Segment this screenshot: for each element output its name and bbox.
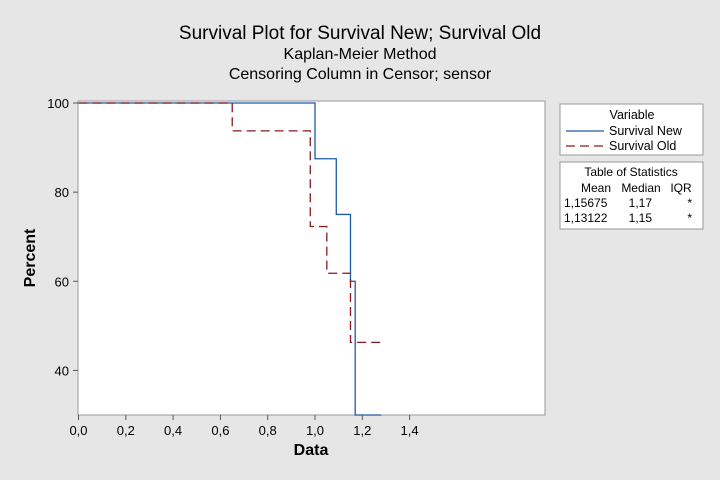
- legend-title: Variable: [610, 108, 655, 122]
- chart-subtitle-1: Kaplan-Meier Method: [284, 46, 437, 63]
- x-tick-label: 0,8: [259, 423, 277, 438]
- stats-header-mean: Mean: [581, 181, 611, 195]
- y-tick-label: 80: [55, 185, 69, 200]
- series-lines: [78, 102, 382, 416]
- y-tick-label: 60: [55, 274, 69, 289]
- legend: Variable Survival New Survival Old: [559, 103, 704, 156]
- x-tick-label: 0,0: [69, 423, 87, 438]
- series-line-survival-old: [78, 102, 382, 343]
- stats-row-2-median: 1,15: [629, 211, 653, 225]
- stats-header-iqr: IQR: [670, 181, 692, 195]
- x-tick-label: 0,4: [164, 423, 182, 438]
- y-axis-label: Percent: [22, 228, 39, 287]
- stats-row-2-iqr: *: [687, 211, 692, 225]
- stats-title: Table of Statistics: [584, 165, 677, 179]
- stats-table: Table of Statistics Mean Median IQR 1,15…: [559, 161, 704, 230]
- y-tick-label: 40: [55, 363, 69, 378]
- x-tick-label: 1,0: [306, 423, 324, 438]
- plot-area: [77, 100, 546, 416]
- x-axis-label: Data: [294, 442, 329, 459]
- x-tick-label: 0,2: [117, 423, 135, 438]
- legend-label-survival-new: Survival New: [609, 124, 683, 138]
- series-line-survival-new: [78, 102, 382, 416]
- stats-header-median: Median: [621, 181, 660, 195]
- stats-row-1-iqr: *: [687, 196, 692, 210]
- axis-ticks: 0,0 0,2 0,4 0,6 0,8 1,0 1,2 1,4 40 60 80 100: [47, 96, 418, 438]
- chart-title: Survival Plot for Survival New; Survival…: [179, 23, 541, 44]
- x-tick-label: 1,4: [401, 423, 419, 438]
- y-tick-label: 100: [47, 96, 69, 111]
- x-tick-label: 1,2: [353, 423, 371, 438]
- x-tick-label: 0,6: [211, 423, 229, 438]
- legend-box: [559, 103, 704, 156]
- stats-row-1-median: 1,17: [629, 196, 653, 210]
- stats-row-2-mean: 1,13122: [564, 211, 608, 225]
- stats-box: [559, 161, 704, 230]
- legend-label-survival-old: Survival Old: [609, 139, 676, 153]
- stats-row-1-mean: 1,15675: [564, 196, 608, 210]
- chart-subtitle-2: Censoring Column in Censor; sensor: [229, 66, 492, 83]
